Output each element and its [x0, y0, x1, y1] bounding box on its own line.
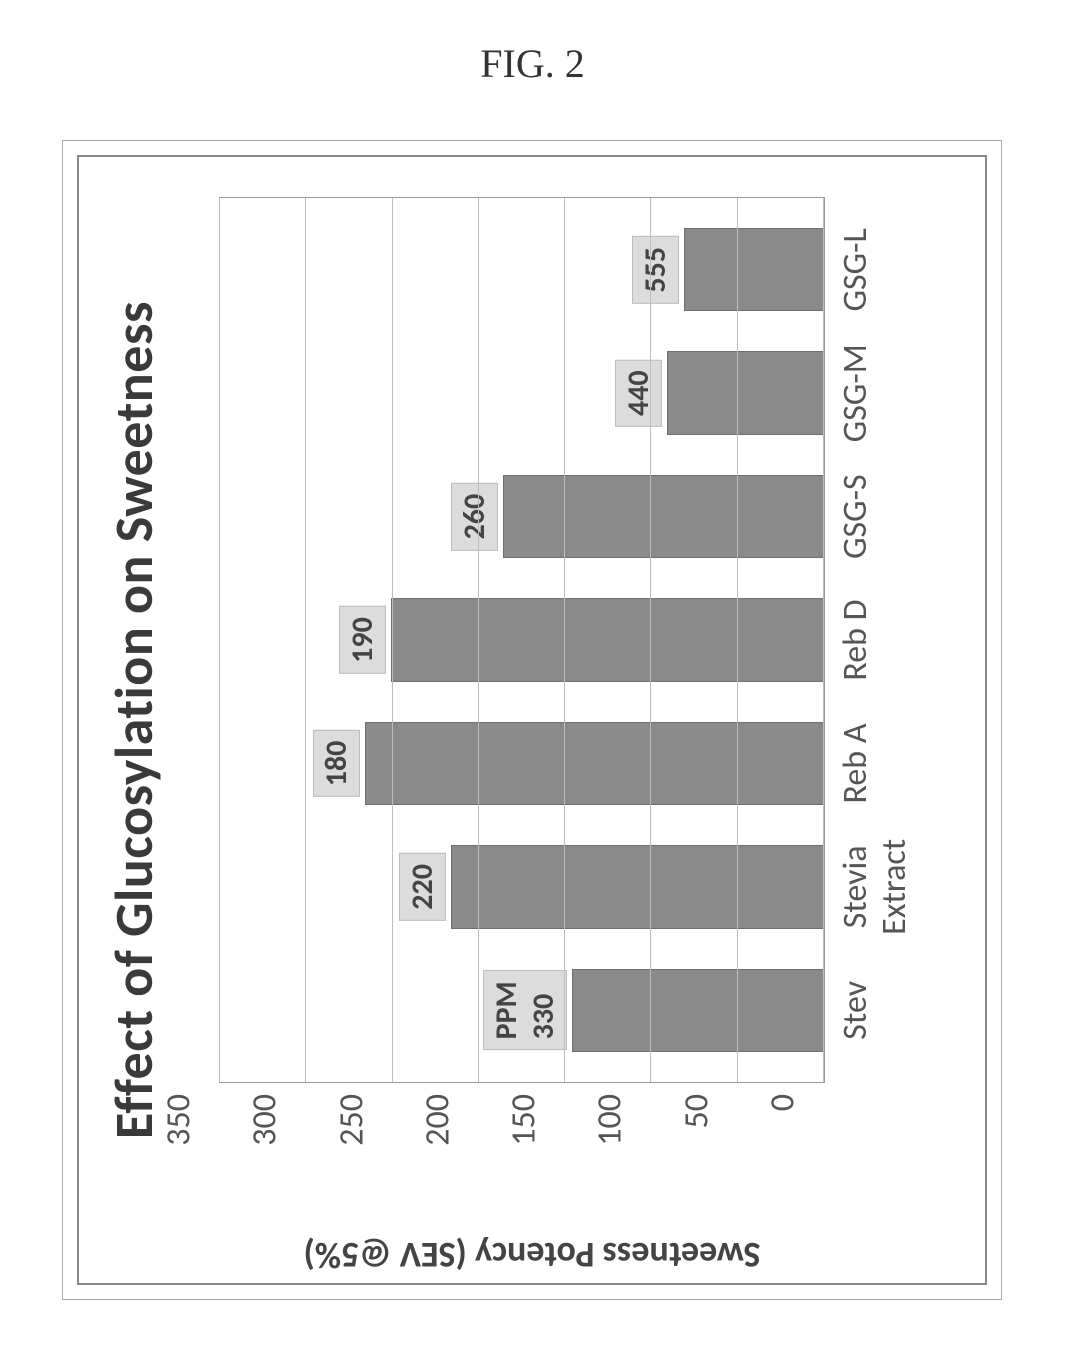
chart-card-outer: Effect of Glucosylation on Sweetness Swe…: [62, 140, 1002, 1300]
y-tick-label: 250: [331, 1094, 372, 1146]
bar-data-label: 440: [615, 359, 662, 427]
bar-slot: 180Reb A: [220, 702, 824, 825]
bar-data-label: PPM330: [483, 970, 567, 1050]
bar: 190: [391, 598, 824, 681]
gridline: [219, 198, 220, 1082]
y-tick-label: 200: [417, 1094, 458, 1146]
figure-label: FIG. 2: [0, 40, 1065, 87]
category-label: GSG-L: [836, 171, 875, 368]
y-tick-label: 300: [245, 1094, 286, 1146]
gridline: [564, 198, 565, 1082]
gridline: [478, 198, 479, 1082]
bar-slot: 220SteviaExtract: [220, 825, 824, 948]
chart-card-inner: Effect of Glucosylation on Sweetness Swe…: [77, 155, 987, 1285]
gridline: [305, 198, 306, 1082]
bar: PPM330: [572, 969, 824, 1052]
gridline: [737, 198, 738, 1082]
bar: 555: [684, 228, 824, 311]
y-axis-title: Sweetness Potency (SEV @5%): [304, 1233, 761, 1277]
bar-data-label: 220: [399, 853, 446, 921]
bar-data-label: 180: [313, 730, 360, 798]
bar: 180: [365, 722, 824, 805]
chart-title: Effect of Glucosylation on Sweetness: [101, 157, 167, 1283]
y-tick-label: 100: [590, 1094, 631, 1146]
bar-slot: 555GSG-L: [220, 208, 824, 331]
gridline: [650, 198, 651, 1082]
bar: 440: [667, 351, 824, 434]
bar-data-label: 190: [339, 606, 386, 674]
y-tick-label: 150: [504, 1094, 545, 1146]
ppm-header: PPM: [488, 981, 525, 1039]
page: FIG. 2 Effect of Glucosylation on Sweetn…: [0, 0, 1065, 1348]
y-tick-label: 0: [763, 1094, 804, 1111]
bar: 260: [503, 475, 824, 558]
gridline: [823, 198, 824, 1082]
gridline: [392, 198, 393, 1082]
ppm-value: 330: [525, 981, 562, 1039]
bar-slot: 440GSG-M: [220, 331, 824, 454]
rotated-wrapper: Effect of Glucosylation on Sweetness Swe…: [62, 140, 1002, 1300]
bar-slot: PPM330Stev: [220, 949, 824, 1072]
category-label-line: Stev: [835, 981, 876, 1040]
bars-container: PPM330Stev220SteviaExtract180Reb A190Reb…: [220, 198, 824, 1082]
y-tick-label: 350: [159, 1094, 200, 1146]
bar-data-label: 555: [632, 236, 679, 304]
category-label-line: Extract: [874, 839, 915, 935]
category-label-line: GSG-L: [835, 228, 876, 311]
bar-data-label: 260: [451, 483, 498, 551]
bar-slot: 190Reb D: [220, 578, 824, 701]
chart-landscape: Effect of Glucosylation on Sweetness Swe…: [62, 140, 1002, 1300]
plot-area: PPM330Stev220SteviaExtract180Reb A190Reb…: [219, 197, 825, 1083]
bar-slot: 260GSG-S: [220, 455, 824, 578]
y-tick-label: 50: [676, 1094, 717, 1128]
bar: 220: [451, 845, 824, 928]
